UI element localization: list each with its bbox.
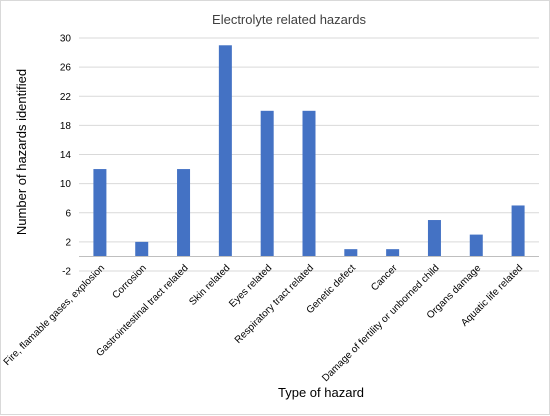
bar bbox=[177, 169, 191, 257]
x-category-label: Corrosion bbox=[110, 263, 148, 301]
chart-title: Electrolyte related hazards bbox=[212, 12, 366, 27]
bar bbox=[135, 241, 149, 257]
bar bbox=[427, 220, 441, 257]
y-tick-label: 26 bbox=[60, 63, 72, 74]
bar bbox=[469, 234, 483, 257]
y-tick-label: 10 bbox=[60, 179, 72, 190]
x-category-label: Cancer bbox=[369, 262, 400, 293]
x-category-label: Skin related bbox=[187, 263, 232, 308]
bar bbox=[386, 249, 400, 257]
y-tick-label: 2 bbox=[65, 237, 71, 248]
bar bbox=[344, 249, 358, 257]
bars bbox=[93, 45, 525, 257]
bar bbox=[260, 110, 274, 257]
bar bbox=[511, 205, 525, 257]
y-tick-label: 6 bbox=[65, 208, 71, 219]
bar bbox=[302, 110, 316, 257]
y-tick-label: 18 bbox=[60, 121, 72, 132]
y-tick-label: 30 bbox=[60, 34, 72, 45]
x-category-label: Gastrointestinal tract related bbox=[94, 263, 190, 359]
x-axis-categories: Fire, flamable gases, explosion Corrosion… bbox=[2, 262, 525, 384]
x-category-label: Fire, flamable gases, explosion bbox=[2, 263, 107, 368]
y-axis-label: Number of hazards identified bbox=[14, 69, 29, 235]
y-tick-label: -2 bbox=[62, 267, 71, 278]
bar bbox=[93, 169, 107, 257]
y-tick-label: 14 bbox=[60, 150, 72, 161]
x-axis-label: Type of hazard bbox=[278, 385, 364, 400]
bar bbox=[218, 45, 232, 257]
y-tick-label: 22 bbox=[60, 92, 72, 103]
x-category-label: Respiratory tract related bbox=[233, 263, 316, 346]
